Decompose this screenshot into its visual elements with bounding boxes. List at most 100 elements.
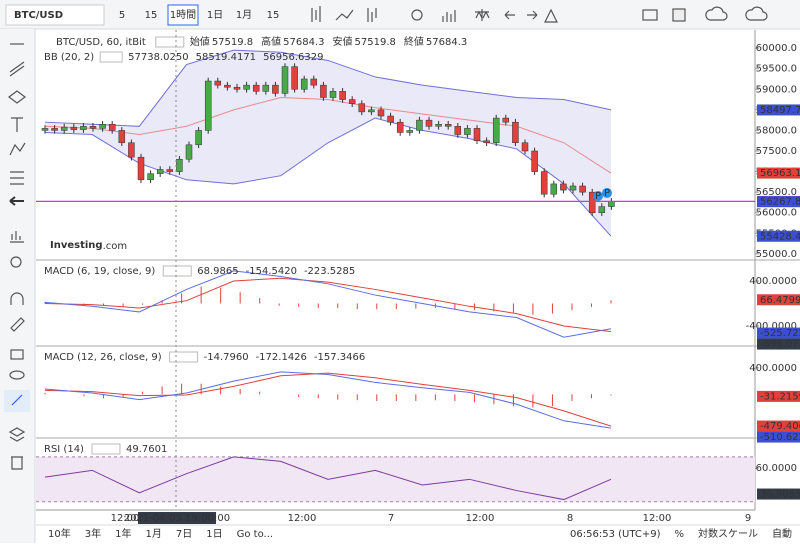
indicator-value: -157.3466	[314, 352, 365, 363]
undo-icon[interactable]	[504, 10, 515, 20]
eye-icon[interactable]	[9, 370, 25, 380]
interval-label[interactable]: 5	[119, 10, 125, 21]
indicators-icon[interactable]	[442, 10, 456, 22]
indicator-icon[interactable]	[10, 231, 24, 243]
clock: 06:56:53 (UTC+9)	[570, 529, 661, 540]
interval-label[interactable]: 15	[145, 10, 158, 21]
indicator-label: MACD (12, 26, close, 9)	[44, 352, 162, 363]
candle-body	[425, 119, 433, 127]
candle-body	[588, 191, 596, 213]
interval-label[interactable]: 1月	[236, 9, 252, 21]
candle-body	[444, 123, 452, 127]
y-tick-label: 56000.0	[756, 208, 797, 219]
scale-option[interactable]: 対数スケール	[698, 527, 758, 540]
cloud-down-icon[interactable]	[705, 6, 728, 21]
y-tick-label: 55000.0	[756, 249, 797, 260]
cloud-up-icon[interactable]	[745, 6, 768, 21]
candle-body	[147, 173, 154, 181]
legend-buttons[interactable]	[169, 351, 199, 363]
candle-body	[60, 126, 68, 131]
signal-line	[44, 372, 612, 427]
candle-body	[51, 128, 58, 131]
interval-label[interactable]: 1時間	[170, 9, 196, 21]
link-active-bg[interactable]	[4, 390, 30, 412]
indicator-label: MACD (6, 19, close, 9)	[44, 266, 155, 277]
text-icon[interactable]	[11, 117, 23, 132]
range-button[interactable]: 1日	[206, 529, 222, 540]
y-tick-label: 400.0000	[749, 276, 797, 287]
range-button[interactable]: 7日	[176, 529, 192, 540]
candle-body	[560, 183, 567, 191]
pattern-icon[interactable]	[9, 142, 26, 156]
camera-icon[interactable]	[642, 9, 658, 21]
settings-icon[interactable]	[411, 9, 423, 21]
interval-button[interactable]	[167, 4, 199, 26]
candle-body	[579, 185, 586, 193]
lock-draw-icon[interactable]	[10, 317, 25, 332]
bars-type[interactable]	[367, 8, 377, 22]
macd-line	[44, 270, 612, 338]
range-button[interactable]: 1月	[145, 528, 161, 540]
candle-body	[262, 84, 270, 92]
range-button[interactable]: 1年	[115, 527, 131, 540]
ohlc-value: 57684.3	[283, 37, 324, 48]
candle-type[interactable]	[311, 6, 321, 22]
event-marker[interactable]	[602, 188, 612, 198]
scale-option[interactable]: %	[674, 529, 684, 540]
shape-icon[interactable]	[8, 90, 26, 104]
price-tag-label: -525.7225	[760, 328, 800, 339]
range-button[interactable]: 3年	[85, 527, 101, 540]
legend-buttons[interactable]	[91, 443, 121, 455]
candle-body	[185, 144, 193, 160]
fib-icon[interactable]	[10, 171, 24, 185]
theme-icon[interactable]	[672, 8, 686, 22]
candle-body	[89, 126, 97, 129]
ohlc-value: 57519.8	[212, 37, 253, 48]
candle-body	[243, 84, 250, 90]
signal-line	[44, 277, 612, 333]
price-tag	[757, 488, 800, 500]
back-icon[interactable]	[9, 196, 24, 206]
time-label: 9	[745, 513, 751, 524]
alert-icon[interactable]	[544, 8, 558, 23]
trash-icon[interactable]	[11, 456, 23, 470]
event-marker-label[interactable]: P	[595, 191, 601, 202]
interval-label[interactable]: 1日	[207, 10, 223, 21]
magnet-icon[interactable]	[10, 292, 24, 305]
bb-value: 58519.4171	[196, 52, 256, 63]
candle-body	[473, 128, 481, 141]
trend-icon[interactable]	[9, 61, 25, 77]
goto-button[interactable]: Go to...	[237, 529, 273, 540]
candle-body	[521, 142, 529, 152]
candle-body	[502, 117, 510, 123]
symbol[interactable]: BTC/USD	[14, 10, 63, 21]
time-label: 12:00	[643, 513, 672, 524]
lock-icon[interactable]	[10, 349, 24, 360]
indicator-value: -14.7960	[204, 352, 249, 363]
redo-icon[interactable]	[527, 10, 538, 20]
compare-icon[interactable]	[475, 9, 490, 21]
event-marker[interactable]	[593, 191, 603, 201]
candle-body	[137, 156, 145, 181]
legend-buttons[interactable]	[162, 265, 192, 277]
legend-buttons[interactable]	[99, 51, 123, 63]
legend-buttons[interactable]	[155, 36, 185, 48]
candle-body	[310, 78, 318, 86]
link-icon[interactable]	[11, 394, 23, 406]
candle-body	[406, 130, 414, 133]
zoom-icon[interactable]	[10, 256, 22, 268]
range-button[interactable]: 10年	[48, 527, 71, 540]
candle-body	[214, 80, 222, 86]
candle-body	[195, 130, 202, 146]
interval-label[interactable]: 15	[267, 10, 280, 21]
candle-body	[329, 91, 337, 98]
scale-option[interactable]: 自動	[772, 527, 792, 540]
y-tick-label: 60000.0	[756, 43, 797, 54]
chart-type-line[interactable]	[335, 9, 354, 21]
layers-icon[interactable]	[8, 427, 26, 442]
event-marker-label[interactable]: P	[604, 188, 610, 199]
y-tick-label: 59000.0	[756, 84, 797, 95]
price-tag-label: 66.4799	[760, 295, 800, 306]
ohlc-label: 高値	[261, 35, 281, 48]
ohlc-value: 57519.8	[355, 37, 396, 48]
